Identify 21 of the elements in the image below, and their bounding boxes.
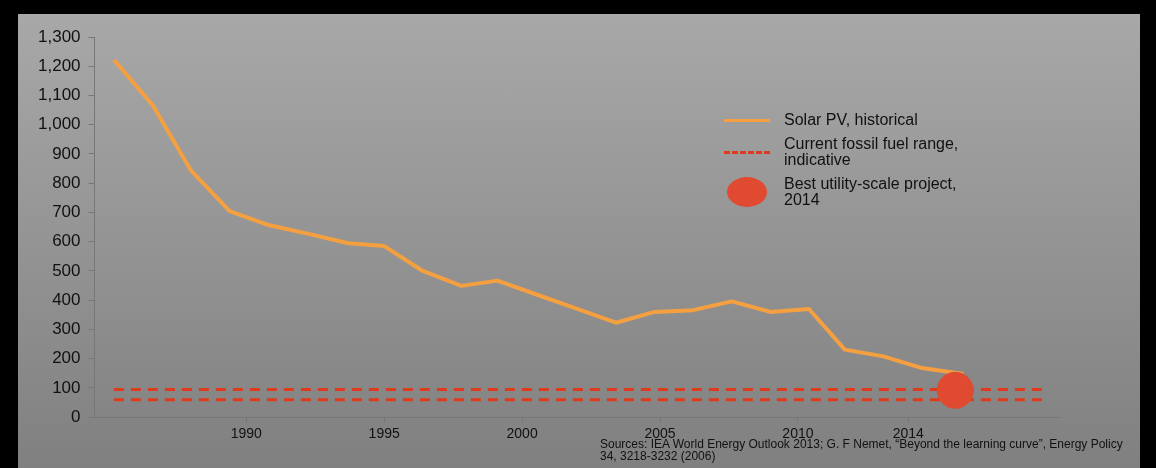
x-tick-label: 1990 xyxy=(230,425,263,442)
y-tick-label: 900 xyxy=(52,143,81,163)
y-tick-label: 500 xyxy=(52,260,81,280)
x-tick-label: 2000 xyxy=(506,425,538,442)
y-tick-label: 1,100 xyxy=(37,85,81,105)
legend-label: Current fossil fuel range, indicative xyxy=(784,135,960,168)
y-tick-label: 300 xyxy=(52,319,81,339)
y-tick-label: 1,000 xyxy=(37,114,81,134)
y-tick-label: 700 xyxy=(52,202,81,222)
y-tick-label: 400 xyxy=(52,289,81,309)
y-tick-label: 800 xyxy=(52,172,81,192)
y-tick-label: 600 xyxy=(52,231,81,251)
y-tick-label: 100 xyxy=(52,377,81,397)
y-tick-label: 1,200 xyxy=(37,55,81,75)
legend-label: Best utility-scale project, 2014 xyxy=(784,175,958,208)
source-note: Sources: IEA World Energy Outlook 2013; G. F Nemet, “Beyond the learning curve”, Energy Policy 34, 3218-3232 (2006) xyxy=(600,437,1124,463)
y-tick-label: 200 xyxy=(52,348,81,368)
y-tick-label: 1,300 xyxy=(37,26,81,46)
legend-label: Solar PV, historical xyxy=(784,111,919,128)
x-tick-label: 1995 xyxy=(368,425,400,442)
y-tick-label: 0 xyxy=(71,406,81,426)
